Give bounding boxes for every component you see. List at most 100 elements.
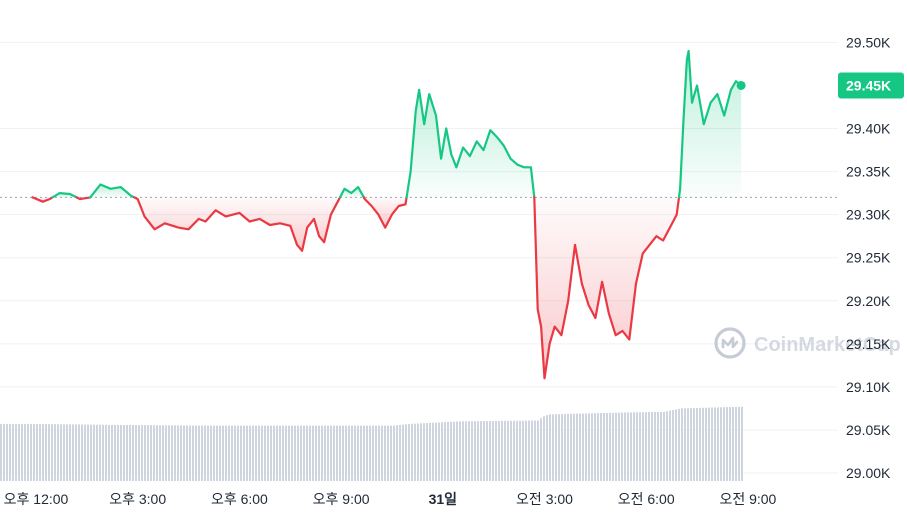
volume-bar [243, 425, 245, 481]
volume-bar [378, 425, 380, 481]
volume-bar [375, 425, 377, 481]
volume-bar [33, 423, 35, 481]
volume-bar [360, 425, 362, 481]
volume-bar [393, 425, 395, 481]
area-fill-above [406, 89, 535, 198]
volume-bar [633, 412, 635, 481]
volume-bar [405, 424, 407, 481]
volume-bar [183, 425, 185, 481]
volume-bar [645, 412, 647, 481]
volume-bar [402, 424, 404, 481]
volume-bar [711, 407, 713, 481]
volume-bar [42, 424, 44, 481]
volume-bar [129, 424, 131, 481]
volume-bar [186, 425, 188, 481]
y-axis: 29.50K 29.40K 29.35K 29.30K 29.25K 29.20K 29.1… [846, 34, 891, 481]
price-line-segment-down [31, 196, 54, 203]
volume-bar [456, 421, 458, 481]
volume-bar [567, 413, 569, 481]
volume-bar [291, 425, 293, 481]
volume-bar [300, 425, 302, 481]
price-line-segment-up [338, 186, 365, 199]
volume-bar [201, 425, 203, 481]
volume-bar [213, 425, 215, 481]
volume-bar [156, 425, 158, 481]
volume-bar [267, 425, 269, 481]
volume-bar [450, 421, 452, 481]
volume-bar [570, 413, 572, 481]
volume-bar [426, 423, 428, 481]
volume-bar [501, 420, 503, 481]
volume-bar [303, 425, 305, 481]
volume-bar [327, 425, 329, 481]
volume-bar [666, 411, 668, 481]
volume-bar [543, 416, 545, 481]
volume-bar [642, 412, 644, 481]
volume-bar [621, 412, 623, 481]
price-area-fill [32, 51, 742, 379]
volume-bar [132, 425, 134, 481]
volume-bar [672, 410, 674, 481]
volume-bar [588, 413, 590, 481]
volume-bar [39, 423, 41, 481]
volume-bar [282, 425, 284, 481]
volume-bar [714, 407, 716, 481]
y-tick-label: 29.15K [846, 336, 891, 352]
volume-bar [510, 420, 512, 481]
volume-bar [720, 407, 722, 481]
volume-bar [258, 425, 260, 481]
volume-bar [45, 424, 47, 481]
volume-bar [36, 423, 38, 481]
volume-bar [84, 424, 86, 481]
volume-bar [555, 414, 557, 481]
x-axis: 오후 12:00 오후 3:00 오후 6:00 오후 9:00 31일 오전 3:00 오… [4, 491, 777, 507]
x-tick-label: 오전 6:00 [618, 491, 675, 507]
volume-bar [414, 423, 416, 481]
volume-bar [54, 424, 56, 481]
volume-bar [117, 424, 119, 481]
volume-bar [552, 414, 554, 481]
volume-bar [669, 410, 671, 481]
volume-bar [480, 421, 482, 481]
volume-bar [591, 413, 593, 481]
volume-bar [453, 421, 455, 481]
volume-bar [639, 412, 641, 481]
volume-bar [90, 424, 92, 481]
volume-bar [27, 423, 29, 481]
volume-bar [51, 424, 53, 481]
volume-bar [204, 425, 206, 481]
volume-bar [603, 412, 605, 481]
volume-bar [99, 424, 101, 481]
volume-bar [381, 425, 383, 481]
volume-bars [0, 406, 743, 481]
volume-bar [702, 407, 704, 481]
volume-bar [417, 423, 419, 481]
volume-bar [549, 414, 551, 481]
volume-bar [339, 425, 341, 481]
volume-bar [363, 425, 365, 481]
price-line-segment-down [75, 196, 92, 201]
volume-bar [336, 425, 338, 481]
volume-bar [630, 412, 632, 481]
volume-bar [153, 425, 155, 481]
volume-bar [123, 424, 125, 481]
volume-bar [0, 423, 2, 481]
y-tick-label: 29.25K [846, 250, 891, 266]
volume-bar [399, 424, 401, 481]
volume-bar [165, 425, 167, 481]
volume-bar [288, 425, 290, 481]
watermark: CoinMarketCap [714, 327, 901, 359]
volume-bar [435, 422, 437, 481]
volume-bar [384, 425, 386, 481]
volume-bar [18, 423, 20, 481]
volume-bar [333, 425, 335, 481]
volume-bar [138, 425, 140, 481]
volume-bar [735, 406, 737, 481]
volume-bar [525, 420, 527, 481]
volume-bar [438, 422, 440, 481]
volume-bar [597, 413, 599, 481]
volume-bar [279, 425, 281, 481]
volume-bar [726, 407, 728, 481]
volume-bar [135, 425, 137, 481]
volume-bar [195, 425, 197, 481]
